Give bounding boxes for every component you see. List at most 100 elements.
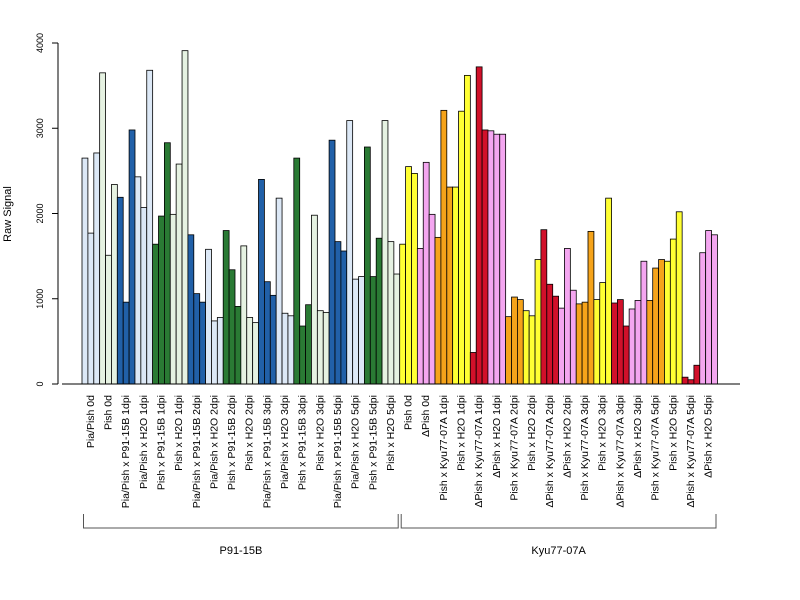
bar bbox=[193, 293, 201, 385]
bar bbox=[511, 296, 518, 385]
x-tick-label: ΔPish x H2O 2dpi bbox=[561, 395, 573, 478]
bar bbox=[87, 232, 95, 385]
bar bbox=[175, 163, 183, 385]
bar bbox=[346, 120, 354, 385]
bar bbox=[316, 310, 324, 385]
bar bbox=[205, 248, 212, 385]
bar bbox=[569, 289, 577, 385]
bar bbox=[628, 308, 636, 385]
bar bbox=[434, 236, 442, 385]
bar bbox=[499, 133, 507, 385]
bar bbox=[564, 248, 571, 385]
bar bbox=[99, 72, 106, 385]
bar bbox=[546, 283, 554, 385]
bar bbox=[464, 74, 471, 385]
bar bbox=[128, 129, 136, 385]
bar bbox=[458, 110, 465, 385]
bar bbox=[246, 317, 254, 385]
bar bbox=[263, 281, 271, 385]
x-tick-label: Pish x H2O 1dpi bbox=[456, 395, 468, 471]
y-tick-label: 2000 bbox=[35, 203, 45, 223]
x-tick-labels: Pia/Pish 0d Pish 0d Pia/Pish x P91-15B 1dp… bbox=[85, 395, 715, 508]
x-tick-label: Pish x H2O 3dpi bbox=[597, 395, 609, 471]
group-label: P91-15B bbox=[219, 545, 262, 557]
bar bbox=[111, 184, 118, 385]
bar bbox=[422, 161, 430, 385]
x-tick-label: ΔPish x H2O 1dpi bbox=[491, 395, 503, 478]
bar bbox=[340, 250, 348, 385]
y-tick-label: 0 bbox=[35, 381, 45, 386]
bar bbox=[681, 376, 689, 385]
bar bbox=[311, 214, 318, 385]
bar bbox=[281, 312, 289, 385]
bar bbox=[652, 267, 660, 385]
x-tick-label: Pish 0d bbox=[103, 395, 115, 430]
x-tick-label: Pia/Pish x H2O 1dpi bbox=[138, 395, 150, 489]
x-tick-label: Pish x Kyu77-07A 3dpi bbox=[579, 395, 591, 501]
bar bbox=[134, 176, 142, 385]
bar bbox=[305, 304, 312, 385]
bar bbox=[169, 213, 177, 385]
x-tick-label: Pia/Pish x P91-15B 3dpi bbox=[261, 395, 273, 508]
x-tick-label: Pish x P91-15B 2dpi bbox=[226, 395, 238, 490]
bar bbox=[181, 50, 189, 385]
bar bbox=[469, 352, 477, 385]
bar bbox=[587, 230, 595, 385]
group-brackets: P91-15B Kyu77-07A bbox=[83, 514, 717, 557]
bar bbox=[493, 133, 501, 385]
bar bbox=[440, 109, 448, 385]
bar bbox=[352, 278, 359, 385]
bar bbox=[522, 310, 530, 385]
x-tick-label: Pia/Pish x H2O 2dpi bbox=[208, 395, 220, 489]
bars bbox=[81, 50, 718, 385]
x-tick-label: Pish x H2O 5dpi bbox=[667, 395, 679, 471]
bar bbox=[664, 260, 671, 385]
bar bbox=[240, 245, 248, 385]
bar bbox=[581, 301, 589, 385]
bar bbox=[575, 303, 583, 385]
bar bbox=[146, 69, 154, 385]
bar bbox=[634, 300, 642, 385]
bar bbox=[252, 322, 259, 385]
bar bbox=[599, 282, 607, 385]
bar bbox=[646, 300, 654, 385]
bar bbox=[93, 152, 101, 385]
x-tick-label: Pish 0d bbox=[403, 395, 415, 430]
x-tick-label: Pia/Pish x H2O 3dpi bbox=[279, 395, 291, 489]
bar bbox=[287, 315, 295, 385]
bar bbox=[617, 299, 624, 385]
bar bbox=[216, 317, 224, 385]
bar bbox=[375, 237, 383, 385]
x-tick-label: Pish x H2O 2dpi bbox=[244, 395, 256, 471]
bar bbox=[393, 273, 401, 385]
x-tick-label: ΔPish x H2O 5dpi bbox=[703, 395, 715, 478]
bar bbox=[116, 196, 124, 385]
y-tick-label: 3000 bbox=[35, 118, 45, 138]
bar bbox=[517, 299, 524, 385]
bar bbox=[487, 130, 495, 385]
x-tick-label: Pish x H2O 2dpi bbox=[526, 395, 538, 471]
bar bbox=[705, 230, 712, 385]
bar bbox=[105, 254, 112, 385]
x-tick-label: Pish x P91-15B 1dpi bbox=[155, 395, 167, 490]
bar bbox=[275, 197, 283, 385]
bar bbox=[528, 315, 536, 385]
group-bracket bbox=[400, 514, 717, 529]
y-axis: 0 1000 2000 3000 4000 bbox=[35, 33, 59, 387]
bar bbox=[552, 295, 560, 385]
group-bracket bbox=[83, 514, 399, 529]
bar bbox=[369, 276, 377, 385]
x-tick-label: ΔPish 0d bbox=[420, 395, 432, 437]
bar bbox=[81, 157, 89, 385]
bar bbox=[358, 276, 365, 385]
bar bbox=[658, 259, 665, 385]
bar bbox=[381, 120, 389, 385]
x-tick-label: Pish x Kyu77-07A 2dpi bbox=[508, 395, 520, 501]
bar bbox=[481, 129, 489, 385]
bar bbox=[675, 211, 683, 385]
bar bbox=[475, 66, 483, 385]
bar bbox=[558, 307, 565, 385]
bar bbox=[711, 234, 718, 385]
bar bbox=[428, 213, 436, 385]
bar bbox=[699, 252, 707, 385]
